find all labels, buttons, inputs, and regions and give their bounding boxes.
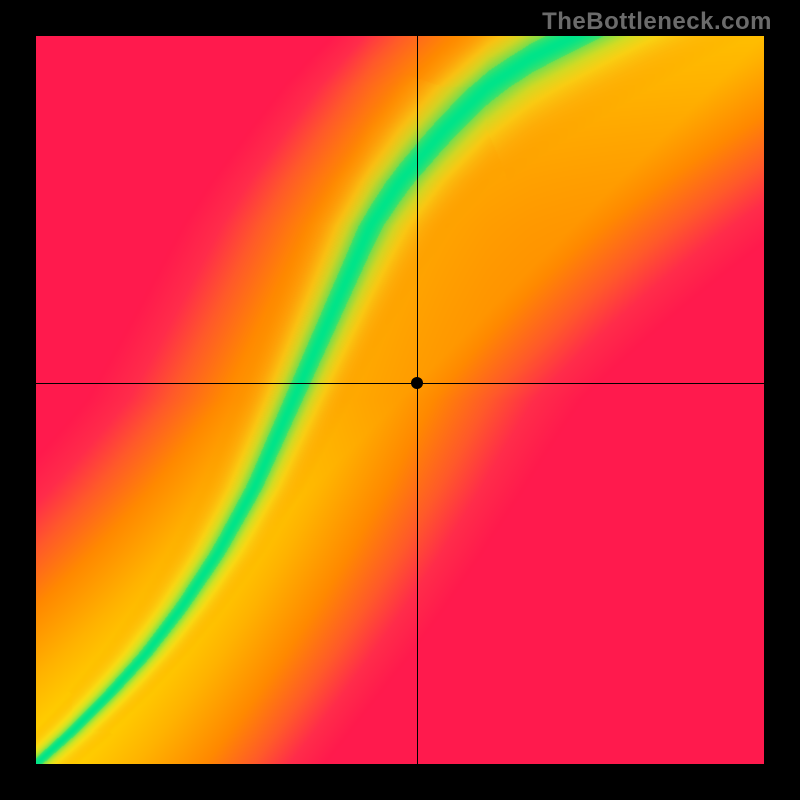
marker-dot xyxy=(411,377,423,389)
watermark-label: TheBottleneck.com xyxy=(542,8,772,36)
plot-area xyxy=(36,36,764,764)
crosshair-vertical xyxy=(417,36,418,764)
heatmap-canvas xyxy=(36,36,764,764)
crosshair-horizontal xyxy=(36,383,764,384)
chart-container: TheBottleneck.com xyxy=(0,0,800,800)
